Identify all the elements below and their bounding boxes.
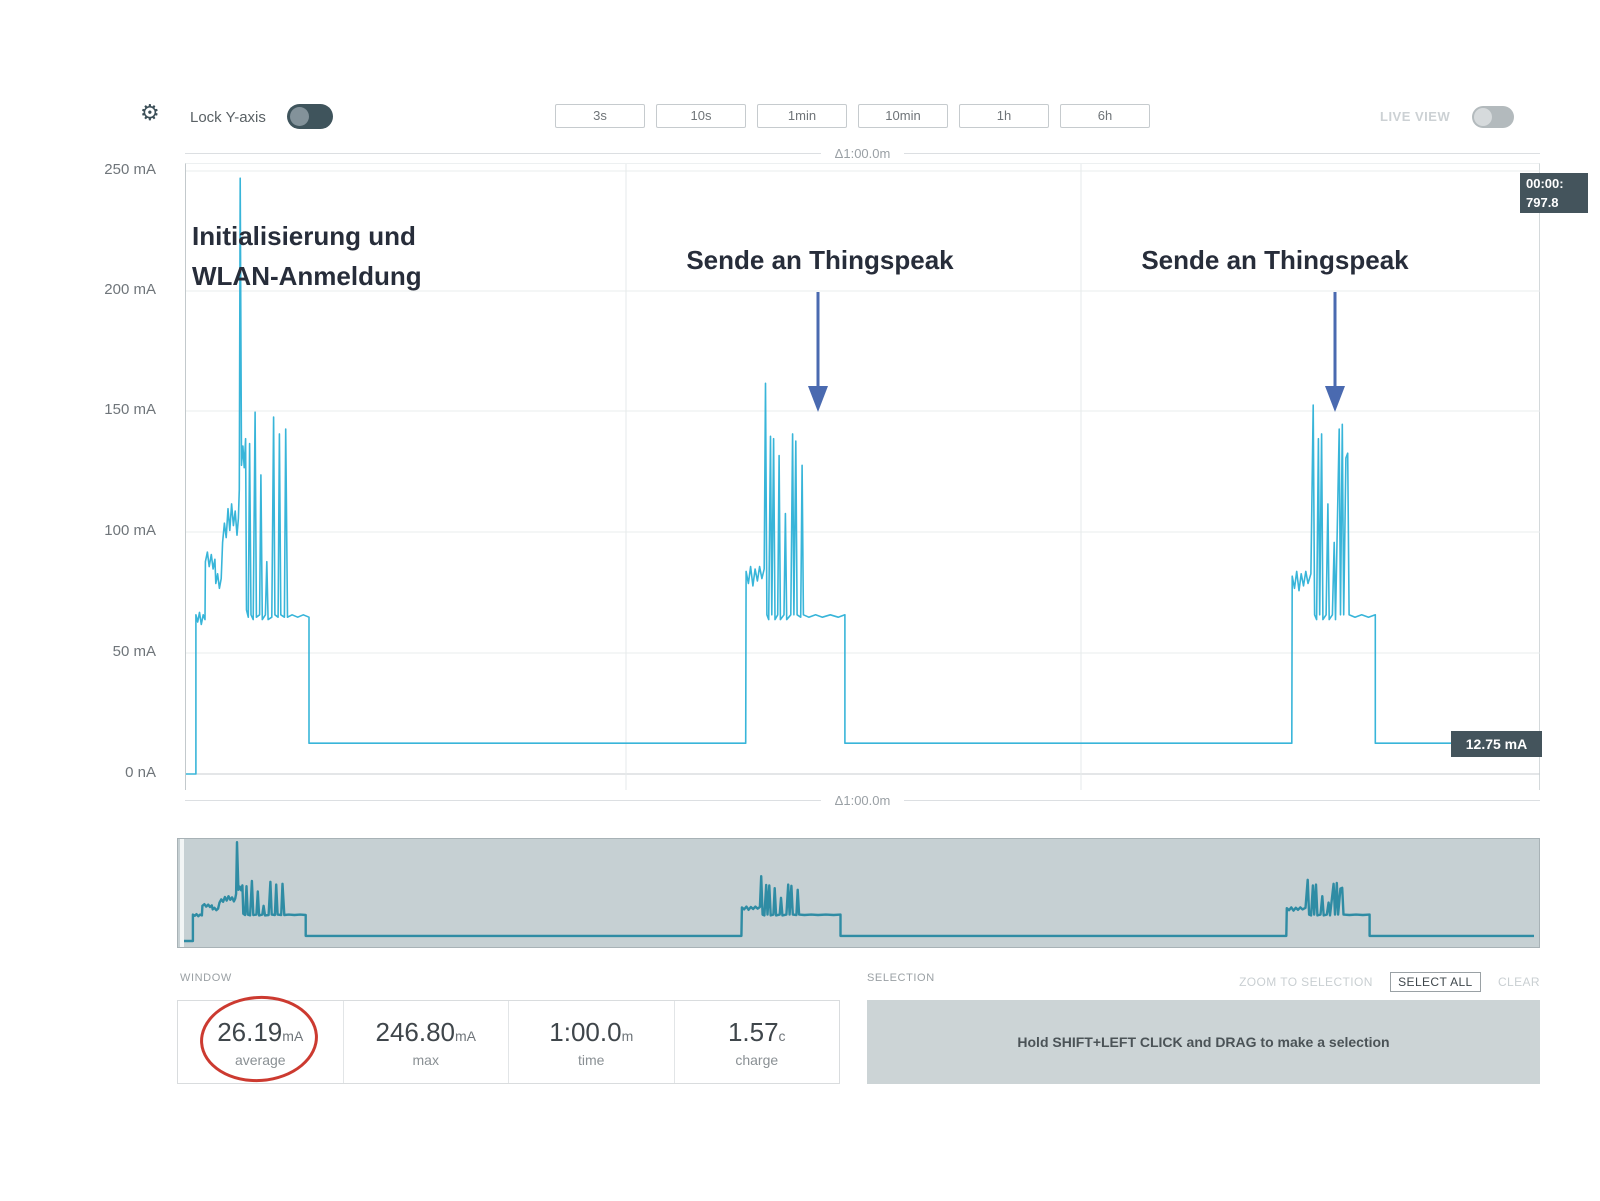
lock-y-axis-label: Lock Y-axis (190, 109, 266, 126)
stat-charge-value: 1.57 (727, 1016, 779, 1047)
chart-overview-minimap[interactable] (177, 838, 1540, 948)
window-section-label: WINDOW (180, 972, 232, 984)
annotation-init-wlan: Initialisierung und WLAN-Anmeldung (192, 221, 422, 291)
current-waveform-chart (186, 164, 1540, 790)
toggle-knob (290, 107, 309, 126)
stat-charge: 1.57c charge (727, 1016, 786, 1068)
annotation-arrow-down-icon (808, 292, 828, 412)
live-view-toggle[interactable] (1472, 106, 1514, 128)
range-button-3s[interactable]: 3s (555, 104, 645, 128)
window-stats-panel: 26.19mA average 246.80mA max 1:00.0m tim… (177, 1000, 840, 1084)
minimap-waveform-chart (183, 841, 1534, 943)
window-delta-label: Δ1:00.0m (834, 146, 891, 161)
y-tick-150ma: 150 mA (104, 401, 156, 418)
stat-max-value: 246.80 (375, 1016, 456, 1047)
settings-gear-icon[interactable]: ⚙ (140, 100, 160, 125)
clear-selection-button[interactable]: CLEAR (1497, 975, 1540, 989)
y-tick-100ma: 100 mA (104, 522, 156, 539)
stat-max: 246.80mA max (344, 1001, 509, 1083)
annotation-send-thingspeak-2: Sende an Thingspeak (1141, 245, 1409, 275)
live-view-label: LIVE VIEW (1380, 109, 1451, 124)
zoom-to-selection-button[interactable]: ZOOM TO SELECTION (1239, 975, 1373, 989)
selection-hint-text: Hold SHIFT+LEFT CLICK and DRAG to make a… (1017, 1034, 1390, 1050)
stat-average: 26.19mA average (178, 1001, 344, 1083)
time-position-badge: 00:00: 797.8 (1520, 173, 1588, 213)
range-button-6h[interactable]: 6h (1060, 104, 1150, 128)
annotation-arrow-down-icon (1325, 292, 1345, 412)
range-button-1h[interactable]: 1h (959, 104, 1049, 128)
window-delta-indicator-top: Δ1:00.0m (185, 146, 1540, 161)
current-chart-plot-area[interactable] (185, 163, 1540, 790)
lock-y-axis-toggle[interactable] (287, 104, 333, 129)
selection-hint-panel: Hold SHIFT+LEFT CLICK and DRAG to make a… (867, 1000, 1540, 1084)
time-range-button-group: 3s 10s 1min 10min 1h 6h (555, 104, 1150, 128)
current-waveform (186, 177, 1540, 775)
y-tick-250ma: 250 mA (104, 161, 156, 178)
range-button-10min[interactable]: 10min (858, 104, 948, 128)
selection-button-group: ZOOM TO SELECTION SELECT ALL CLEAR (867, 972, 1540, 992)
y-tick-200ma: 200 mA (104, 281, 156, 298)
range-button-1min[interactable]: 1min (757, 104, 847, 128)
baseline-current-badge: 12.75 mA (1451, 731, 1542, 757)
window-delta-indicator-bottom: Δ1:00.0m (185, 793, 1540, 808)
minimap-waveform (183, 841, 1534, 943)
toggle-knob (1474, 108, 1492, 126)
minimap-window-handle[interactable] (180, 839, 184, 947)
stat-average-value: 26.19 (217, 1016, 283, 1047)
stat-time-value: 1:00.0 (549, 1016, 622, 1047)
select-all-button[interactable]: SELECT ALL (1390, 972, 1481, 992)
window-delta-label: Δ1:00.0m (834, 793, 891, 808)
selection-section-label: SELECTION (867, 972, 935, 984)
y-tick-50ma: 50 mA (112, 643, 156, 660)
annotation-send-thingspeak-1: Sende an Thingspeak (686, 245, 954, 275)
range-button-10s[interactable]: 10s (656, 104, 746, 128)
stat-time: 1:00.0m time (509, 1001, 675, 1083)
y-tick-0na: 0 nA (125, 764, 156, 781)
